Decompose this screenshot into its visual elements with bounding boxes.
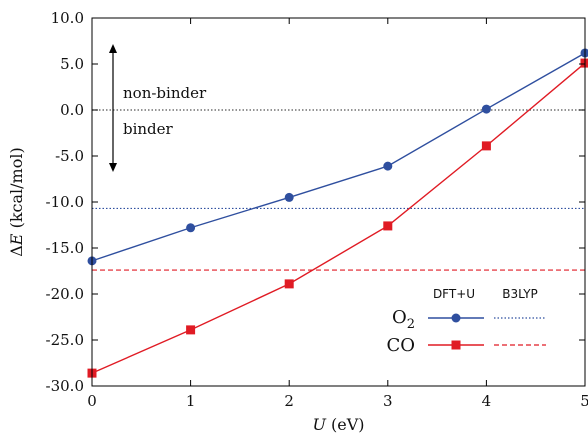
arrow-head-up-icon: [109, 44, 117, 53]
axis-ticks: 10.0 5.0 0.0 -5.0 -10.0 -15.0 -20.0 -25.0 -30.00…: [46, 9, 588, 410]
data-point-co-5: [580, 58, 588, 68]
y-tick-label: 5.0: [60, 55, 84, 73]
x-axis-title: U (eV): [312, 415, 364, 434]
x-tick-label: 1: [186, 392, 196, 410]
legend-o2-main: O: [392, 307, 407, 328]
x-tick-label: 5: [580, 392, 588, 410]
x-tick-label: 4: [482, 392, 492, 410]
plot-frame: [91, 17, 586, 387]
non-binder-label: non-binder: [123, 84, 207, 102]
y-tick-label: -30.0: [46, 377, 84, 395]
data-point-co-3: [383, 221, 393, 231]
legend-marker-co: [451, 340, 461, 350]
series-layer: [87, 48, 588, 378]
legend-header-b3lyp: B3LYP: [502, 287, 538, 301]
data-point-o2-1: [186, 223, 196, 233]
arrow-head-down-icon: [109, 163, 117, 172]
binder-annotation: non-binder binder: [109, 44, 207, 172]
legend-marker-o2: [451, 313, 461, 323]
data-point-co-1: [186, 325, 196, 335]
y-tick-label: 10.0: [51, 9, 84, 27]
legend: DFT+U B3LYP O2 CO: [386, 287, 546, 356]
legend-header-dftu: DFT+U: [433, 287, 475, 301]
x-tick-label: 2: [284, 392, 294, 410]
y-tick-label: -10.0: [46, 193, 84, 211]
data-point-o2-4: [481, 104, 491, 114]
y-tick-label: -25.0: [46, 331, 84, 349]
data-point-co-4: [481, 141, 491, 151]
data-point-o2-2: [284, 192, 294, 202]
y-axis-title: ΔE (kcal/mol): [7, 147, 26, 257]
reference-lines: [92, 109, 585, 271]
data-point-co-2: [284, 279, 294, 289]
series-line-co: [91, 62, 586, 374]
y-tick-label: -15.0: [46, 239, 84, 257]
series-line-o2: [91, 52, 586, 262]
y-tick-label: -20.0: [46, 285, 84, 303]
x-tick-label: 0: [87, 392, 97, 410]
legend-entry-co: CO: [386, 335, 415, 356]
legend-o2-subscript: 2: [407, 317, 415, 332]
legend-entry-o2: O2: [392, 307, 415, 332]
y-tick-label: 0.0: [60, 101, 84, 119]
data-point-o2-5: [580, 48, 588, 58]
x-tick-label: 3: [383, 392, 393, 410]
y-tick-label: -5.0: [55, 147, 84, 165]
data-point-o2-3: [383, 161, 393, 171]
binder-label: binder: [123, 120, 174, 138]
